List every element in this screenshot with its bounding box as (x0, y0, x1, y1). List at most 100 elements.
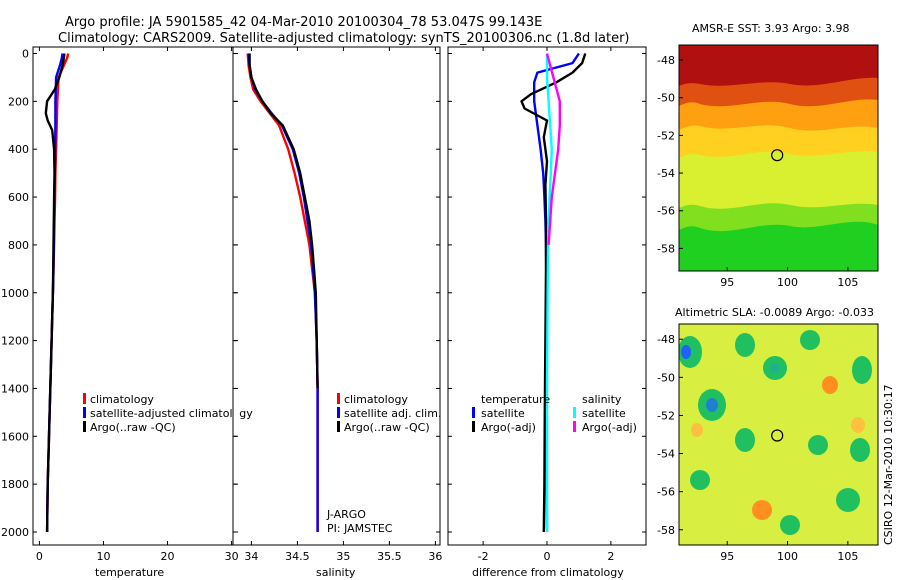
sla-low-anomaly (852, 356, 872, 384)
sla-low-anomaly (836, 488, 860, 512)
legend-label-sal-satellite: satellite (582, 407, 626, 420)
salinity-panel-frame (232, 46, 441, 546)
legend-header-salinity: salinity (582, 393, 622, 406)
x-tick-label: 0 (544, 550, 551, 563)
legend-label-argo: Argo(..raw -QC) (344, 421, 430, 434)
sla-low-anomaly (780, 515, 800, 535)
temperature-axis-label: temperature (95, 566, 164, 579)
sla-low-anomaly (690, 470, 710, 490)
map-x-tick-label: 105 (837, 550, 858, 563)
series-line-2 (44, 53, 66, 533)
map-y-tick-label: -56 (657, 486, 675, 499)
salinity-legend: climatology satellite adj. clim. Argo(..… (337, 393, 441, 434)
y-tick-label: 400 (8, 143, 29, 156)
legend-label-temp-argo: Argo(-adj) (481, 421, 536, 434)
sla-high-anomaly (752, 500, 772, 520)
temperature-series-group (44, 53, 70, 533)
annotation-pi: PI: JAMSTEC (327, 522, 393, 535)
sla-low-anomaly (800, 330, 820, 350)
sst-map (679, 45, 878, 271)
sla-map-title: Altimetric SLA: -0.0089 Argo: -0.033 (675, 306, 874, 319)
series-line-0 (533, 52, 580, 533)
y-tick-label: 1200 (1, 335, 29, 348)
sla-low-anomaly (850, 438, 870, 462)
sst-float-position-marker (771, 149, 784, 162)
x-tick-label: 30 (225, 550, 239, 563)
legend-label-climatology: climatology (90, 393, 154, 406)
x-tick-label: -2 (478, 550, 489, 563)
map-y-tick-label: -48 (657, 333, 675, 346)
legend-swatch-argo (83, 421, 86, 432)
x-tick-label: 20 (161, 550, 175, 563)
x-tick-label: 34 (244, 550, 258, 563)
map-tick-labels-group: 95 100 105 -48 -50 -52 -54 -56 -58 95 100 105 -48 -50… (657, 54, 858, 563)
legend-label-climatology: climatology (344, 393, 408, 406)
sst-map-title: AMSR-E SST: 3.93 Argo: 3.98 (692, 22, 850, 35)
salinity-series-group (246, 53, 319, 532)
sst-map-frame (678, 44, 879, 272)
legend-swatch-climatology (83, 393, 86, 404)
legend-label-satellite-adjusted: satellite-adjusted climatology (90, 407, 253, 420)
x-tick-label: 35 (336, 550, 350, 563)
map-y-tick-label: -52 (657, 129, 675, 142)
figure-title-line1: Argo profile: JA 5901585_42 04-Mar-2010 … (65, 15, 542, 30)
map-y-tick-label: -50 (657, 371, 675, 384)
y-tick-label: 1600 (1, 430, 29, 443)
y-tick-label: 800 (8, 239, 29, 252)
x-tick-label: 34.5 (285, 550, 310, 563)
side-timestamp-label: CSIRO 12-Mar-2010 10:30:17 (882, 384, 895, 545)
legend-label-argo: Argo(..raw -QC) (90, 421, 176, 434)
figure-title-line2: Climatology: CARS2009. Satellite-adjuste… (58, 31, 630, 46)
difference-series-group (520, 52, 587, 533)
difference-legend: temperature salinity satellite Argo(-adj… (472, 393, 637, 434)
legend-swatch-argo (337, 421, 340, 432)
map-y-tick-label: -54 (657, 448, 675, 461)
annotation-program: J-ARGO (326, 508, 366, 521)
sla-map (679, 324, 878, 545)
series-line-1 (520, 53, 587, 533)
legend-swatch-temp-argo (472, 421, 475, 432)
sla-low-core (770, 363, 780, 373)
legend-label-satellite-adj: satellite adj. clim. (344, 407, 441, 420)
legend-swatch-temp-satellite (472, 407, 475, 418)
y-tick-label: 1000 (1, 287, 29, 300)
sla-float-position-marker (771, 429, 784, 442)
map-y-tick-label: -50 (657, 92, 675, 105)
tick-labels-group: 0 10 20 30020040060080010001200140016001800… (1, 47, 646, 563)
legend-swatch-satellite-adj (337, 407, 340, 418)
legend-header-temperature: temperature (481, 393, 550, 406)
y-tick-label: 1800 (1, 478, 29, 491)
sla-low-anomaly (808, 435, 828, 455)
map-x-tick-label: 100 (777, 550, 798, 563)
map-x-tick-label: 105 (837, 276, 858, 289)
x-tick-label: 0 (36, 550, 43, 563)
difference-axis-label: difference from climatology (472, 566, 624, 579)
y-tick-label: 2000 (1, 526, 29, 539)
series-line-2 (545, 53, 553, 532)
sla-high-anomaly (822, 376, 838, 394)
legend-swatch-sal-satellite (573, 407, 576, 418)
temperature-legend: climatology satellite-adjusted climatolo… (83, 393, 253, 434)
sla-high-anomaly (691, 423, 703, 437)
map-y-tick-label: -58 (657, 524, 675, 537)
sla-low-anomaly (735, 333, 755, 357)
sst-hot-band (679, 45, 878, 86)
map-y-tick-label: -48 (657, 54, 675, 67)
y-tick-label: 0 (22, 48, 29, 61)
map-x-tick-label: 95 (720, 276, 734, 289)
legend-swatch-climatology (337, 393, 340, 404)
legend-swatch-sal-argo (573, 421, 576, 432)
x-tick-label: 10 (96, 550, 110, 563)
series-line-2 (248, 53, 319, 389)
y-tick-label: 200 (8, 95, 29, 108)
salinity-axis-label: salinity (316, 566, 356, 579)
y-tick-label: 600 (8, 191, 29, 204)
x-tick-label: 35.5 (377, 550, 402, 563)
sla-map-frame (678, 323, 879, 546)
legend-label-sal-argo: Argo(-adj) (582, 421, 637, 434)
map-y-tick-label: -58 (657, 242, 675, 255)
legend-swatch-satellite-adjusted (83, 407, 86, 418)
x-tick-label: 36 (428, 550, 442, 563)
